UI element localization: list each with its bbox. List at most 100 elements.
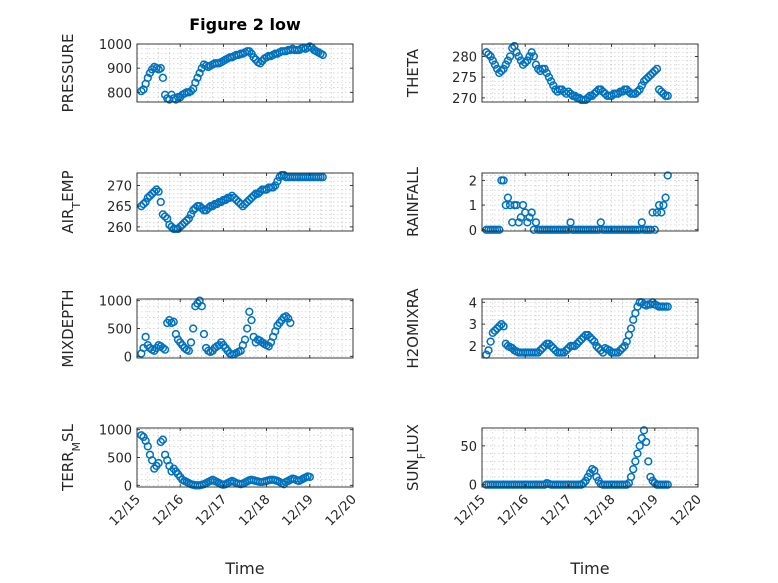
data-point [642,75,651,84]
subplot-mixdepth: 0 500 1000 MIXDEPTH [59,289,354,368]
data-point [501,60,510,69]
y-axis-label: RAINFALL [404,166,422,237]
data-point [590,89,599,98]
data-point [642,437,651,447]
data-point [227,191,237,200]
axes-box [136,172,354,232]
data-point [516,213,526,222]
data-point [646,225,655,234]
data-point [486,337,495,346]
data-point [245,47,254,56]
subplot-pressure: 800 900 1000 PRESSURE [59,34,354,112]
data-point [546,77,556,86]
y-axis-label: H2OMIXRA [404,288,422,369]
data-point [497,319,506,329]
data-point [158,73,168,82]
data-point [588,335,597,344]
x-axis-label: Time [569,559,609,578]
y-tick-label: 280 [452,50,477,65]
data-point [544,72,554,82]
data-point [564,87,573,96]
data-point [566,218,575,227]
data-point [518,200,528,210]
data-point [180,218,189,227]
data-point [657,208,666,217]
data-point [165,220,174,229]
data-point [195,201,204,211]
y-tick-label: 275 [452,71,477,86]
data-point [648,208,657,217]
y-tick-label: 1 [469,199,477,214]
y-tick-label: 265 [107,200,132,215]
y-tick-label: 260 [107,221,132,236]
data-point [536,346,545,355]
data-point [633,449,642,458]
data-point [490,326,500,335]
y-tick-label: 270 [107,179,132,194]
y-tick-label: 1000 [99,38,132,53]
data-point [197,302,206,311]
data-point [637,218,646,227]
data-point [495,322,504,331]
data-point [654,85,664,94]
data-point [137,431,146,440]
data-point [531,218,541,227]
subplot-h2omixra: 2 3 4 H2OMIXRA [404,288,699,369]
data-point [247,193,256,203]
data-point [644,72,653,82]
data-point [486,52,495,61]
y-axis-label: SUNFLUX [404,424,428,491]
data-point [169,317,178,326]
data-point [497,66,506,76]
data-point [598,87,608,96]
data-point [195,68,204,78]
y-tick-label: 2 [469,174,477,189]
data-point [281,312,291,321]
data-point [525,213,534,222]
data-point [505,52,515,61]
data-point [199,329,209,339]
data-point [182,216,191,225]
y-tick-label: 0 [124,350,132,365]
data-point [193,73,202,82]
data-point [271,181,280,190]
data-point [650,225,659,234]
data-point [549,81,558,90]
data-point [527,208,536,217]
subplot-rainfall: 0 1 2 RAINFALL [404,166,699,239]
data-point [143,73,152,82]
data-point [160,345,170,354]
data-point [184,214,193,223]
data-point [143,442,152,451]
data-point [221,195,230,205]
data-point [503,193,513,202]
data-point [150,187,159,196]
data-point [514,218,523,227]
data-point [508,43,517,53]
y-tick-label: 500 [107,323,132,338]
data-point [482,48,491,57]
data-point [562,346,571,355]
data-point [238,201,247,211]
data-point [499,322,508,331]
data-point [484,346,493,355]
data-point [652,208,662,217]
data-point [659,89,668,98]
data-point [542,68,551,78]
data-point [575,337,584,346]
data-point [648,68,657,78]
data-point [663,91,672,100]
data-point [247,316,256,325]
data-point [495,225,504,234]
y-tick-label: 800 [107,86,132,101]
data-point [635,441,644,451]
data-point [273,177,282,186]
data-point [659,200,668,210]
data-point [618,344,627,353]
data-point [160,212,170,221]
data-point [512,48,521,57]
data-point [189,324,198,333]
data-point [635,85,644,94]
y-tick-label: 0 [469,479,477,494]
data-point [503,56,513,65]
